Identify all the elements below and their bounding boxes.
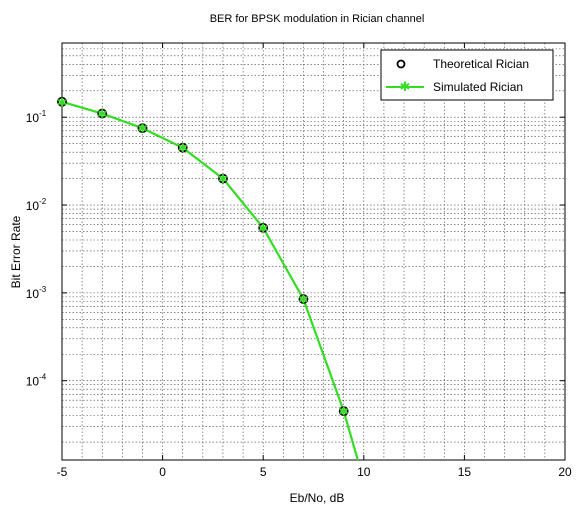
x-tick-label: 15 xyxy=(458,465,472,479)
legend-marker-simulated: ✱ xyxy=(400,80,411,95)
legend: Theoretical Rician ✱ Simulated Rician xyxy=(380,49,554,101)
point-theoretical xyxy=(338,406,349,417)
point-simulated: ✱ xyxy=(178,141,188,155)
y-tick-label: 10-1 xyxy=(26,109,47,125)
point-theoretical xyxy=(218,173,228,184)
plot-area xyxy=(61,42,566,461)
point-simulated: ✱ xyxy=(137,122,147,136)
point-theoretical xyxy=(258,222,269,233)
x-tick-label: 10 xyxy=(357,465,371,479)
point-simulated: ✱ xyxy=(339,405,349,419)
y-tick-label: 10-3 xyxy=(26,285,47,301)
axis-ticks: -5 0 5 10 15 20 10-1 10-2 10-3 10-4 xyxy=(26,43,572,479)
x-tick-label: 20 xyxy=(558,465,572,479)
legend-box xyxy=(380,49,554,101)
point-simulated: ✱ xyxy=(57,95,67,109)
point-theoretical xyxy=(57,96,67,107)
x-tick-label: 0 xyxy=(159,465,166,479)
y-tick-label: 10-4 xyxy=(26,373,47,389)
point-theoretical xyxy=(298,294,309,304)
chart-title: BER for BPSK modulation in Rician channe… xyxy=(210,13,425,25)
legend-label-simulated: Simulated Rician xyxy=(433,80,523,94)
legend-label-theoretical: Theoretical Rician xyxy=(433,57,529,71)
point-simulated: ✱ xyxy=(97,107,107,121)
data-series: ✱ ✱ ✱ ✱ ✱ ✱ ✱ ✱ xyxy=(57,95,359,461)
x-axis-label: Eb/No, dB xyxy=(290,491,345,505)
point-simulated: ✱ xyxy=(218,172,228,186)
y-axis-label: Bit Error Rate xyxy=(9,215,23,288)
x-tick-label: 5 xyxy=(260,465,267,479)
point-simulated: ✱ xyxy=(258,221,268,235)
x-tick-label: -5 xyxy=(57,465,68,479)
y-tick-label: 10-2 xyxy=(26,197,47,213)
point-theoretical xyxy=(97,108,108,119)
point-theoretical xyxy=(137,123,148,134)
point-simulated: ✱ xyxy=(298,293,308,307)
point-theoretical xyxy=(177,142,188,153)
legend-marker-theoretical xyxy=(396,59,406,69)
